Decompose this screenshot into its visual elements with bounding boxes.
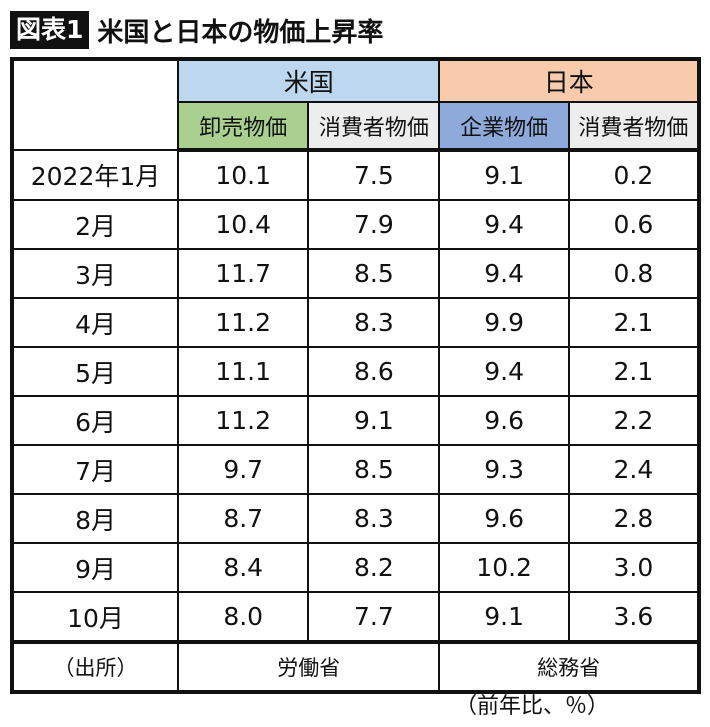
unit-note: （前年比、％） (455, 694, 610, 719)
source-label: （出所） (10, 641, 180, 693)
price-table: 米国 日本 卸売物価 消費者物価 企業物価 消費者物価 2022年1月 10.1 7… (10, 57, 701, 694)
value-cell: 3.6 (567, 591, 701, 644)
table-row: 6月 11.2 9.1 9.6 2.2 (10, 395, 701, 446)
col-jp-consumer: 消費者物価 (567, 101, 701, 152)
value-cell: 8.3 (307, 493, 441, 544)
value-cell: 11.2 (177, 297, 310, 348)
value-cell: 9.9 (438, 297, 570, 348)
month-cell: 6月 (10, 395, 180, 446)
value-cell: 0.8 (567, 248, 701, 299)
col-us-consumer: 消費者物価 (307, 101, 441, 152)
group-us: 米国 (177, 58, 441, 103)
value-cell: 0.6 (567, 199, 701, 250)
value-cell: 8.0 (177, 591, 310, 644)
month-cell: 2月 (10, 199, 180, 250)
table-row: 8月 8.7 8.3 9.6 2.8 (10, 493, 701, 544)
value-cell: 10.1 (177, 149, 310, 201)
value-cell: 9.1 (438, 591, 570, 644)
value-cell: 9.4 (438, 199, 570, 250)
value-cell: 11.7 (177, 248, 310, 299)
table-row: 2022年1月 10.1 7.5 9.1 0.2 (10, 149, 701, 201)
month-cell: 4月 (10, 297, 180, 348)
month-cell: 7月 (10, 444, 180, 495)
value-cell: 11.2 (177, 395, 310, 446)
month-cell: 8月 (10, 493, 180, 544)
value-cell: 8.6 (307, 346, 441, 397)
col-jp-corporate: 企業物価 (438, 101, 570, 152)
table-row: 5月 11.1 8.6 9.4 2.1 (10, 346, 701, 397)
table-row: 9月 8.4 8.2 10.2 3.0 (10, 542, 701, 593)
value-cell: 2.8 (567, 493, 701, 544)
value-cell: 8.3 (307, 297, 441, 348)
value-cell: 8.5 (307, 248, 441, 299)
value-cell: 11.1 (177, 346, 310, 397)
value-cell: 9.4 (438, 346, 570, 397)
month-cell: 3月 (10, 248, 180, 299)
table-row: 7月 9.7 8.5 9.3 2.4 (10, 444, 701, 495)
month-cell: 9月 (10, 542, 180, 593)
table-row: 10月 8.0 7.7 9.1 3.6 (10, 591, 701, 644)
table-row: 3月 11.7 8.5 9.4 0.8 (10, 248, 701, 299)
value-cell: 10.2 (438, 542, 570, 593)
figure-badge: 図表1 (10, 11, 90, 49)
title-text: 米国と日本の物価上昇率 (97, 17, 384, 48)
value-cell: 2.1 (567, 346, 701, 397)
month-cell: 5月 (10, 346, 180, 397)
value-cell: 8.7 (177, 493, 310, 544)
table-row: 2月 10.4 7.9 9.4 0.6 (10, 199, 701, 250)
value-cell: 2.1 (567, 297, 701, 348)
value-cell: 7.5 (307, 149, 441, 201)
value-cell: 9.1 (438, 149, 570, 201)
value-cell: 10.4 (177, 199, 310, 250)
value-cell: 7.7 (307, 591, 441, 644)
value-cell: 9.4 (438, 248, 570, 299)
value-cell: 9.3 (438, 444, 570, 495)
month-cell: 2022年1月 (10, 149, 180, 201)
table-row: 4月 11.2 8.3 9.9 2.1 (10, 297, 701, 348)
month-cell: 10月 (10, 591, 180, 644)
value-cell: 7.9 (307, 199, 441, 250)
group-japan: 日本 (438, 58, 700, 103)
value-cell: 9.6 (438, 493, 570, 544)
value-cell: 9.7 (177, 444, 310, 495)
value-cell: 8.2 (307, 542, 441, 593)
corner-cell (10, 58, 180, 151)
value-cell: 0.2 (567, 149, 701, 201)
value-cell: 9.6 (438, 395, 570, 446)
value-cell: 3.0 (567, 542, 701, 593)
source-us: 労働省 (177, 641, 441, 693)
figure-title: 図表1 米国と日本の物価上昇率 (10, 10, 383, 50)
value-cell: 2.4 (567, 444, 701, 495)
value-cell: 2.2 (567, 395, 701, 446)
value-cell: 8.4 (177, 542, 310, 593)
col-us-wholesale: 卸売物価 (177, 101, 310, 152)
source-jp: 総務省 (438, 641, 700, 693)
value-cell: 9.1 (307, 395, 441, 446)
value-cell: 8.5 (307, 444, 441, 495)
